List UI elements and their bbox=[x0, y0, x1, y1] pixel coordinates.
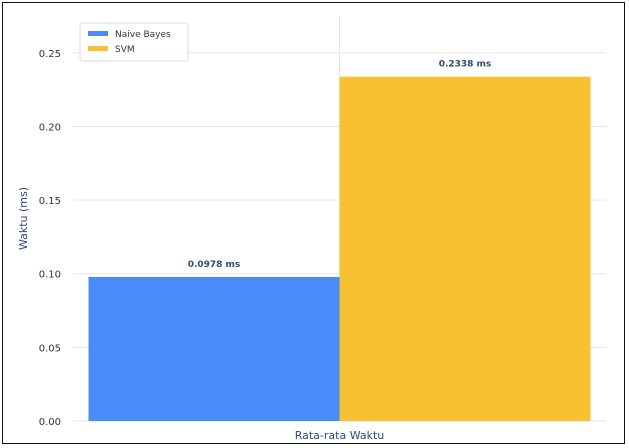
y-ticks: 0.00 0.05 0.10 0.15 0.20 0.25 bbox=[39, 49, 61, 428]
y-axis-label: Waktu (ms) bbox=[17, 187, 30, 250]
legend-swatch-naive-bayes bbox=[88, 31, 108, 36]
bar-value-label-svm: 0.2338 ms bbox=[439, 60, 492, 70]
y-tick-label: 0.10 bbox=[39, 270, 61, 281]
bar-chart: 0.0978 ms0.2338 ms 0.000.050.100.150.200… bbox=[17, 16, 606, 442]
legend-box bbox=[79, 22, 189, 62]
legend-label-naive-bayes: Naive Bayes bbox=[115, 30, 171, 40]
x-axis-label: Rata-rata Waktu bbox=[295, 429, 385, 442]
y-tick-label: 0.15 bbox=[39, 196, 61, 207]
bars bbox=[88, 76, 591, 421]
legend-swatch-svm bbox=[88, 46, 108, 51]
y-tick-label: 0.00 bbox=[39, 417, 61, 428]
y-tick-label: 0.05 bbox=[39, 343, 61, 354]
legend-label-svm: SVM bbox=[115, 45, 135, 55]
chart-frame: 0.0978 ms 0.2338 ms 0.00 0.05 0.10 0.15 0.20 0… bbox=[2, 2, 625, 444]
bar-naive-bayes bbox=[88, 276, 340, 421]
bar-labels: 0.0978 ms 0.2338 ms bbox=[188, 60, 492, 270]
bar-svm bbox=[339, 76, 591, 421]
bar-value-label-naive-bayes: 0.0978 ms bbox=[188, 260, 241, 270]
y-tick-label: 0.20 bbox=[39, 122, 61, 133]
y-tick-label: 0.25 bbox=[39, 49, 61, 60]
legend: Naive Bayes SVM bbox=[79, 22, 189, 62]
